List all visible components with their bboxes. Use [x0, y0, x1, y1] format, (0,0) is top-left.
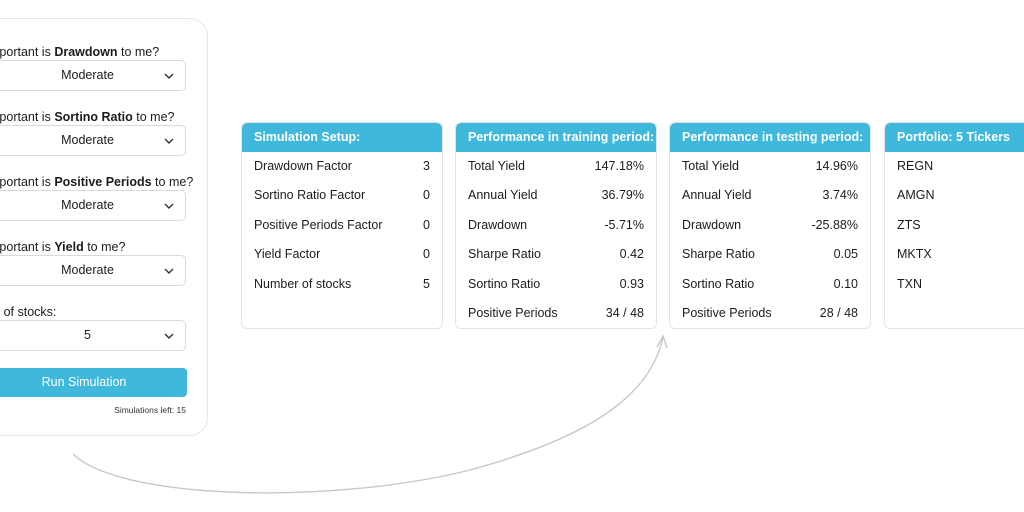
drawdown-question-label: mportant is Drawdown to me? — [0, 45, 160, 59]
chevron-down-icon — [164, 138, 174, 144]
card-title: Performance in training period: — [456, 123, 656, 152]
metric-row: Sortino Ratio 0.10 — [682, 276, 858, 291]
ticker-row: TXN — [897, 276, 922, 291]
training-performance-card: Performance in training period: Total Yi… — [455, 122, 657, 329]
card-title: Performance in testing period: — [670, 123, 870, 152]
yield-question-label: mportant is Yield to me? — [0, 240, 126, 254]
metric-row: Drawdown -5.71% — [468, 217, 644, 232]
setup-row: Drawdown Factor 3 — [254, 159, 430, 173]
setup-row: Yield Factor 0 — [254, 247, 430, 262]
select-value: Moderate — [61, 263, 114, 277]
metric-row: Sharpe Ratio 0.42 — [468, 247, 644, 262]
ticker-row: AMGN — [897, 188, 935, 203]
chevron-down-icon — [164, 333, 174, 339]
yield-importance-select[interactable]: Moderate — [0, 255, 186, 286]
testing-performance-card: Performance in testing period: Total Yie… — [669, 122, 871, 329]
metric-row: Annual Yield 3.74% — [682, 188, 858, 203]
number-of-stocks-label: er of stocks: — [0, 305, 57, 319]
select-value: Moderate — [61, 68, 114, 82]
setup-row: Number of stocks 5 — [254, 276, 430, 291]
card-title: Portfolio: 5 Tickers — [885, 123, 1024, 152]
ticker-row: MKTX — [897, 247, 932, 262]
simulation-settings-panel: mportant is Drawdown to me? Moderate mpo… — [0, 18, 208, 436]
sortino-question-label: mportant is Sortino Ratio to me? — [0, 110, 175, 124]
ticker-row: ZTS — [897, 217, 921, 232]
metric-row: Sharpe Ratio 0.05 — [682, 247, 858, 262]
metric-row: Annual Yield 36.79% — [468, 188, 644, 203]
positive-periods-question-label: mportant is Positive Periods to me? — [0, 175, 194, 189]
sortino-importance-select[interactable]: Moderate — [0, 125, 186, 156]
metric-row: Sortino Ratio 0.93 — [468, 276, 644, 291]
metric-row: Positive Periods 28 / 48 — [682, 305, 858, 320]
positive-periods-importance-select[interactable]: Moderate — [0, 190, 186, 221]
metric-row: Positive Periods 34 / 48 — [468, 305, 644, 320]
select-value: Moderate — [61, 133, 114, 147]
card-title: Simulation Setup: — [242, 123, 442, 152]
metric-row: Total Yield 147.18% — [468, 159, 644, 173]
number-of-stocks-select[interactable]: 5 — [0, 320, 186, 351]
setup-row: Positive Periods Factor 0 — [254, 217, 430, 232]
simulation-setup-card: Simulation Setup: Drawdown Factor 3 Sorti… — [241, 122, 443, 329]
chevron-down-icon — [164, 73, 174, 79]
drawdown-importance-select[interactable]: Moderate — [0, 60, 186, 91]
select-value: Moderate — [61, 198, 114, 212]
simulations-left-text: Simulations left: 15 — [114, 405, 186, 415]
run-simulation-button[interactable]: Run Simulation — [0, 368, 187, 397]
chevron-down-icon — [164, 268, 174, 274]
metric-row: Total Yield 14.96% — [682, 159, 858, 173]
metric-row: Drawdown -25.88% — [682, 217, 858, 232]
chevron-down-icon — [164, 203, 174, 209]
setup-row: Sortino Ratio Factor 0 — [254, 188, 430, 203]
select-value: 5 — [84, 328, 91, 342]
portfolio-card: Portfolio: 5 Tickers REGN AMGN ZTS MKTX … — [884, 122, 1024, 329]
ticker-row: REGN — [897, 159, 934, 173]
